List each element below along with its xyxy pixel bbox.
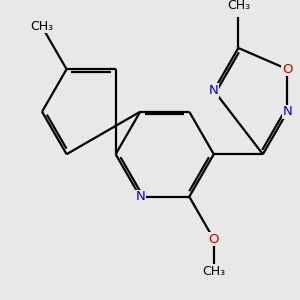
Text: CH₃: CH₃ — [202, 265, 225, 278]
Text: N: N — [209, 84, 219, 97]
Text: N: N — [283, 105, 292, 118]
Text: O: O — [208, 233, 219, 246]
Text: O: O — [282, 63, 293, 76]
Text: CH₃: CH₃ — [31, 20, 54, 33]
Text: N: N — [135, 190, 145, 203]
Text: CH₃: CH₃ — [227, 0, 250, 12]
